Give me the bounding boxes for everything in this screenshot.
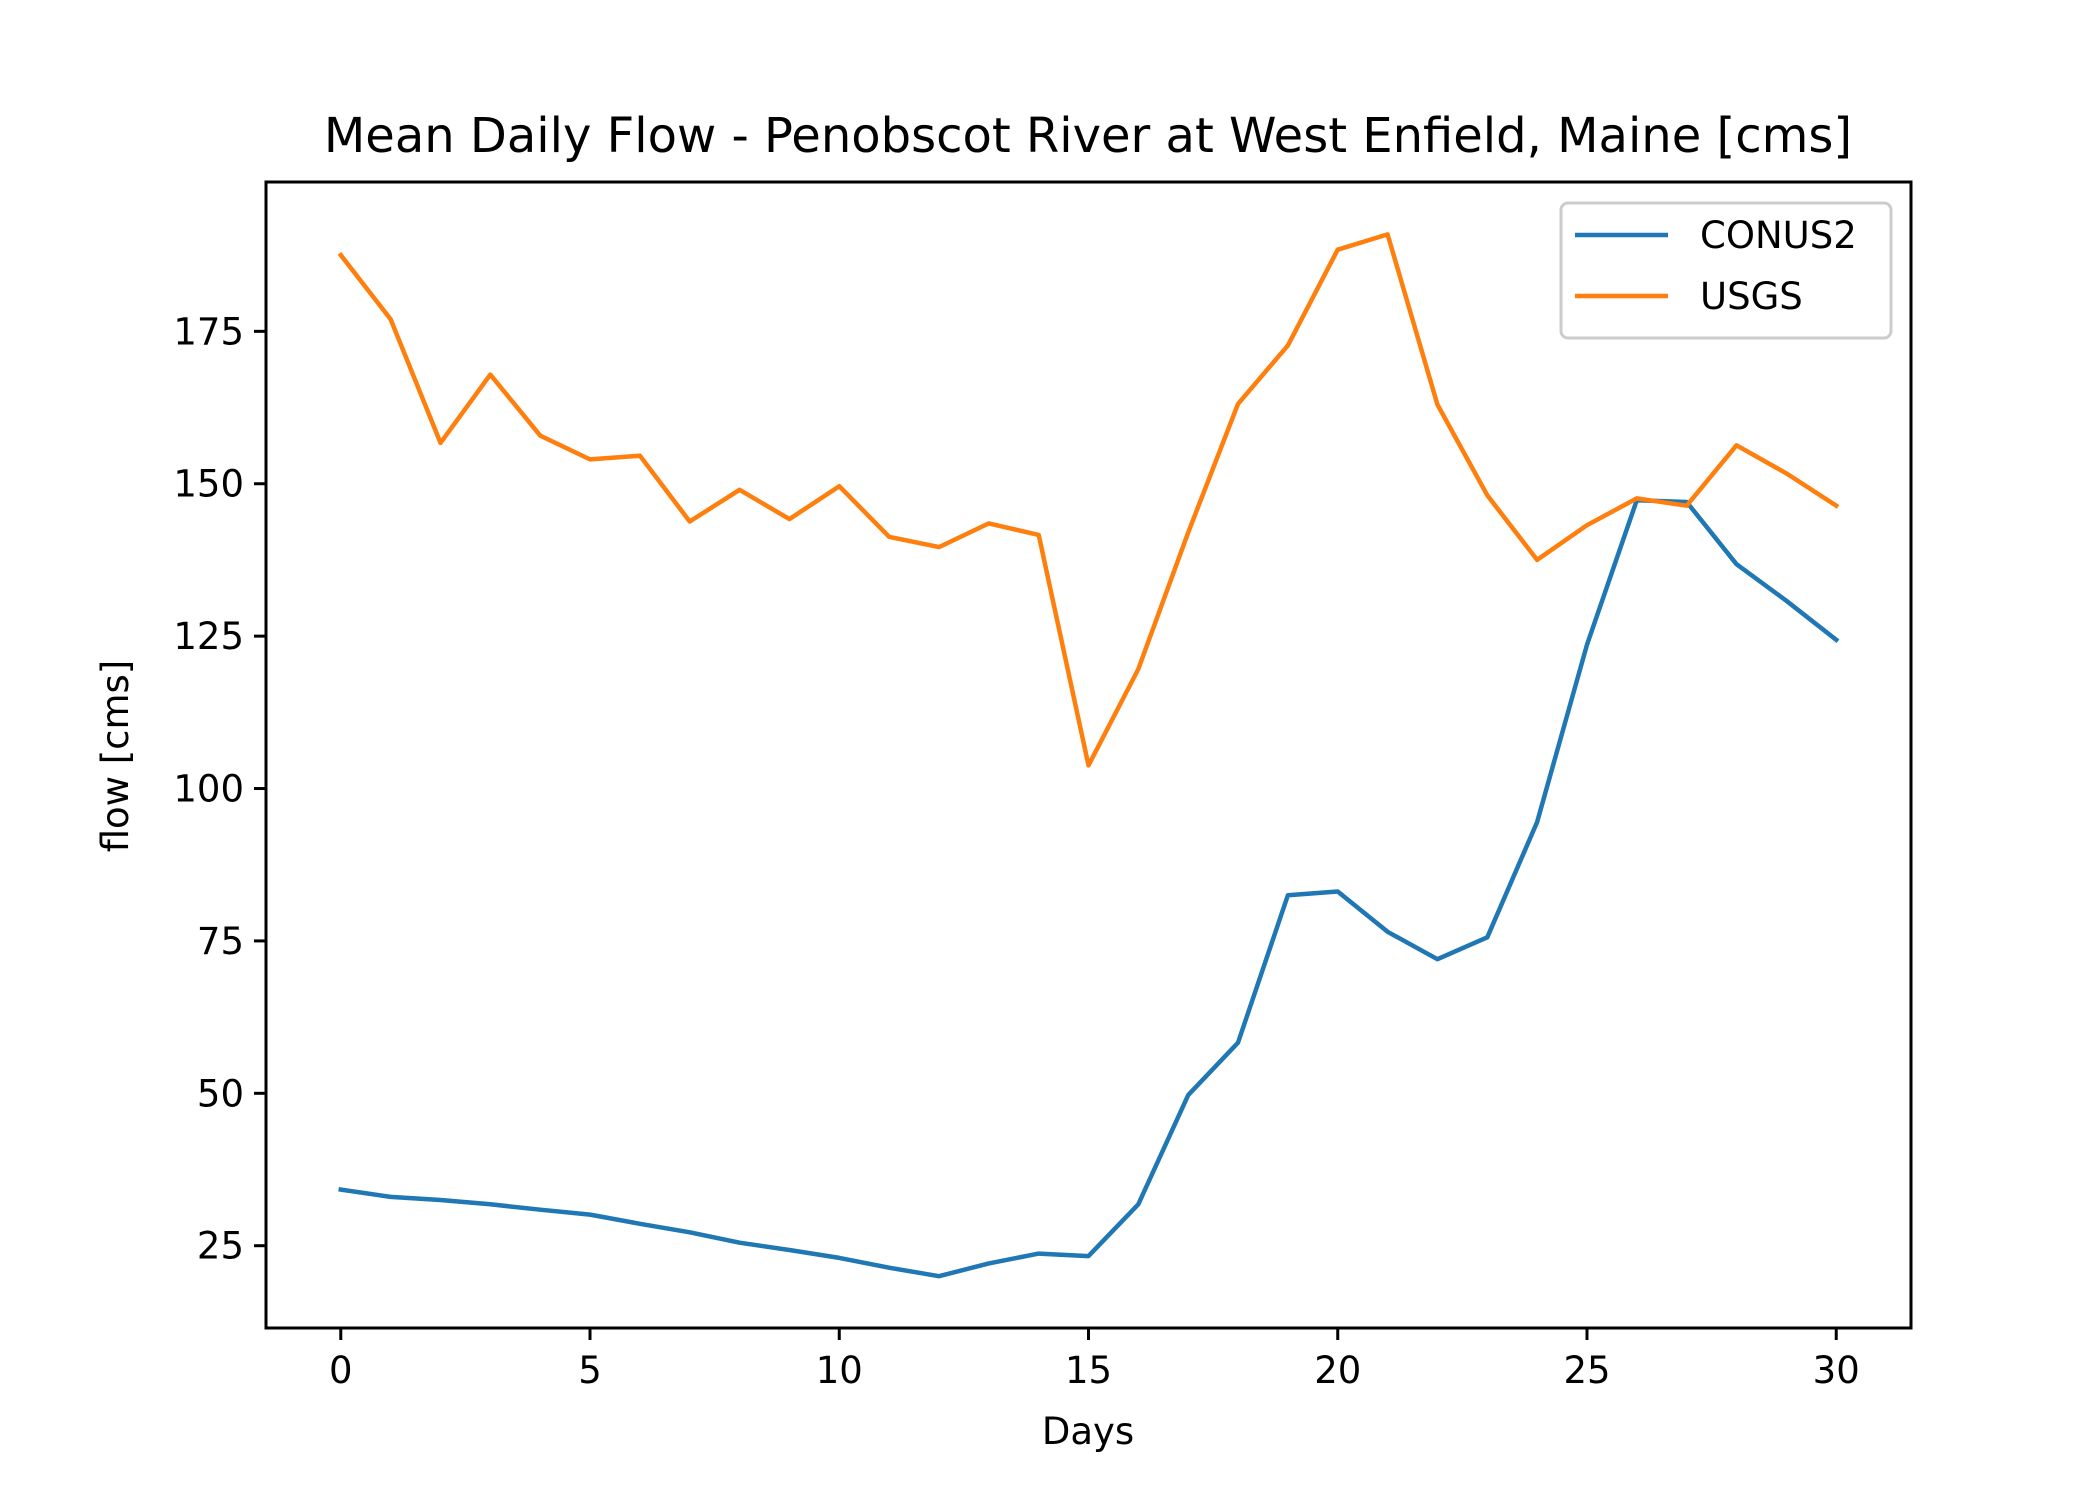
x-tick-label: 30 xyxy=(1813,1349,1860,1392)
plot-area: 0 5 10 15 20 25 30 25 50 75 100 125 150 175 xyxy=(173,180,1913,1392)
y-tick-label: 100 xyxy=(173,768,244,811)
x-tick-label: 20 xyxy=(1314,1349,1361,1392)
x-tick-label: 10 xyxy=(816,1349,863,1392)
legend-label-usgs: USGS xyxy=(1700,275,1803,318)
series-line-conus2 xyxy=(338,497,1840,1279)
x-tick-label: 0 xyxy=(329,1349,353,1392)
series-layer xyxy=(337,232,1840,1279)
legend-label-conus2: CONUS2 xyxy=(1700,214,1857,257)
y-tick-label: 50 xyxy=(197,1072,244,1115)
y-tick-label: 175 xyxy=(173,310,244,353)
y-axis: 25 50 75 100 125 150 175 xyxy=(173,310,266,1268)
legend: CONUS2 USGS xyxy=(1559,201,1893,340)
x-axis-label: Days xyxy=(1042,1410,1134,1453)
x-tick-label: 25 xyxy=(1563,1349,1610,1392)
y-tick-label: 75 xyxy=(197,920,244,963)
x-tick-label: 15 xyxy=(1065,1349,1112,1392)
x-axis: 0 5 10 15 20 25 30 xyxy=(329,1328,1860,1392)
y-tick-label: 25 xyxy=(197,1225,244,1268)
series-line-usgs xyxy=(337,232,1840,768)
y-axis-label: flow [cms] xyxy=(94,660,137,853)
chart-title: Mean Daily Flow - Penobscot River at Wes… xyxy=(324,108,1852,164)
y-tick-label: 150 xyxy=(173,463,244,506)
x-tick-label: 5 xyxy=(578,1349,602,1392)
y-tick-label: 125 xyxy=(173,615,244,658)
